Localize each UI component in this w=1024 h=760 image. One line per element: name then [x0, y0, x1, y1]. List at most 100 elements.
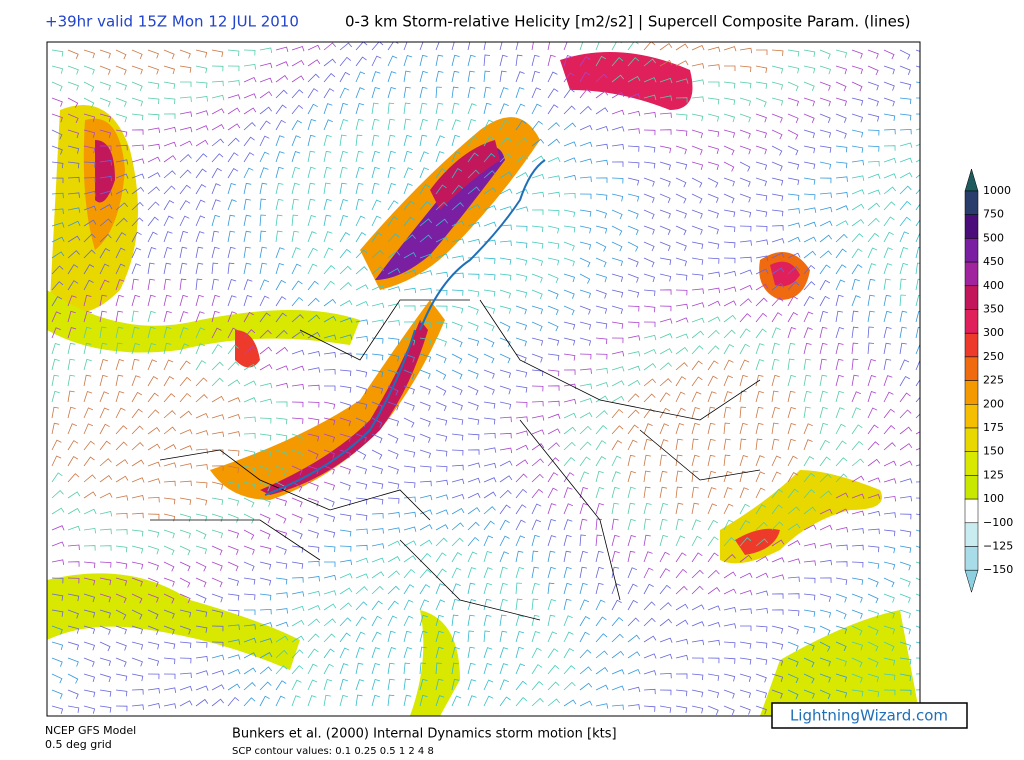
wind-barb	[915, 561, 920, 564]
colorbar-label: 250	[983, 350, 1004, 363]
wind-barb	[867, 390, 877, 403]
wind-barb	[419, 270, 433, 276]
wind-barb	[643, 77, 657, 83]
wind-barb	[83, 577, 96, 586]
wind-barb	[531, 120, 543, 131]
helicity-area	[760, 610, 920, 716]
wind-barb	[115, 459, 129, 467]
wind-barb	[339, 545, 352, 552]
wind-barb	[579, 397, 593, 404]
wind-barb	[51, 222, 65, 228]
wind-barb	[883, 113, 896, 121]
scp-contour-note: SCP contour values: 0.1 0.25 0.5 1 2 4 8	[232, 746, 434, 757]
wind-barb	[787, 222, 801, 228]
wind-barb	[547, 273, 559, 284]
wind-barb	[531, 697, 544, 707]
wind-barb	[99, 129, 112, 138]
wind-barb	[227, 465, 240, 474]
wind-barb	[211, 246, 220, 259]
storm-motion-note: Bunkers et al. (2000) Internal Dynamics …	[232, 727, 617, 742]
wind-barb	[147, 97, 160, 105]
wind-barb	[387, 497, 400, 504]
wind-barb	[899, 443, 913, 451]
wind-barb	[675, 486, 683, 499]
wind-barb	[115, 294, 124, 307]
wind-barb	[243, 433, 256, 439]
wind-barb	[899, 673, 912, 682]
wind-barb	[147, 342, 157, 355]
wind-barb	[147, 443, 161, 451]
wind-barb	[355, 647, 365, 659]
wind-barb	[899, 128, 912, 135]
wind-barb	[611, 289, 624, 298]
wind-barb	[707, 705, 719, 715]
wind-barb	[451, 168, 463, 179]
wind-barb	[99, 625, 111, 635]
wind-barb	[387, 303, 401, 309]
wind-barb	[195, 394, 208, 403]
wind-barb	[563, 457, 576, 467]
wind-barb	[275, 151, 285, 163]
wind-barb	[691, 193, 703, 204]
wind-barb	[915, 326, 920, 339]
wind-barb	[675, 422, 685, 435]
wind-barb	[51, 541, 65, 547]
wind-barb	[483, 417, 496, 425]
wind-barb	[83, 326, 92, 339]
wind-barb	[883, 97, 895, 107]
wind-barb	[259, 214, 266, 227]
wind-barb	[595, 633, 608, 643]
wind-barb	[819, 577, 832, 583]
wind-barb	[611, 395, 625, 403]
wind-barb	[883, 577, 895, 588]
map-area	[47, 42, 920, 716]
wind-barb	[755, 471, 766, 483]
wind-barb	[195, 609, 208, 618]
wind-barb	[163, 480, 176, 487]
wind-barb	[163, 113, 176, 119]
wind-barb	[595, 368, 608, 374]
wind-barb	[243, 198, 251, 211]
wind-barb	[195, 49, 208, 58]
wind-barb	[611, 193, 624, 202]
wind-barb	[451, 337, 463, 348]
wind-barb	[499, 519, 510, 531]
wind-barb	[787, 161, 800, 170]
wind-barb	[147, 127, 161, 133]
wind-barb	[115, 705, 128, 712]
wind-barb	[819, 177, 832, 184]
wind-barb	[739, 269, 753, 275]
wind-barb	[867, 528, 880, 535]
wind-barb	[899, 409, 912, 419]
wind-barb	[243, 363, 257, 371]
wind-barb	[787, 342, 796, 355]
wind-barb	[147, 294, 156, 307]
wind-barb	[51, 281, 64, 291]
wind-barb	[787, 593, 800, 599]
wind-barb	[419, 253, 433, 260]
wind-barb	[323, 73, 336, 83]
helicity-area	[210, 300, 445, 500]
wind-barb	[291, 135, 301, 147]
wind-barb	[323, 401, 336, 410]
wind-barb	[739, 284, 753, 291]
wind-barb	[227, 327, 238, 339]
wind-barb	[243, 93, 257, 99]
wind-barb	[339, 232, 351, 243]
wind-barb	[643, 177, 655, 187]
wind-barb	[755, 422, 764, 435]
wind-barb	[435, 479, 449, 486]
wind-barb	[419, 614, 428, 627]
wind-barb	[291, 401, 304, 408]
wind-barb	[787, 625, 799, 635]
wind-barb	[483, 401, 496, 409]
wind-barb	[195, 670, 209, 676]
wind-barb	[387, 42, 399, 51]
wind-barb	[291, 649, 304, 659]
wind-barb	[99, 175, 112, 182]
wind-barb	[803, 472, 816, 483]
wind-barb	[179, 410, 193, 419]
wind-barb	[755, 625, 768, 632]
wind-barb	[739, 503, 750, 515]
wind-barb	[531, 173, 545, 180]
